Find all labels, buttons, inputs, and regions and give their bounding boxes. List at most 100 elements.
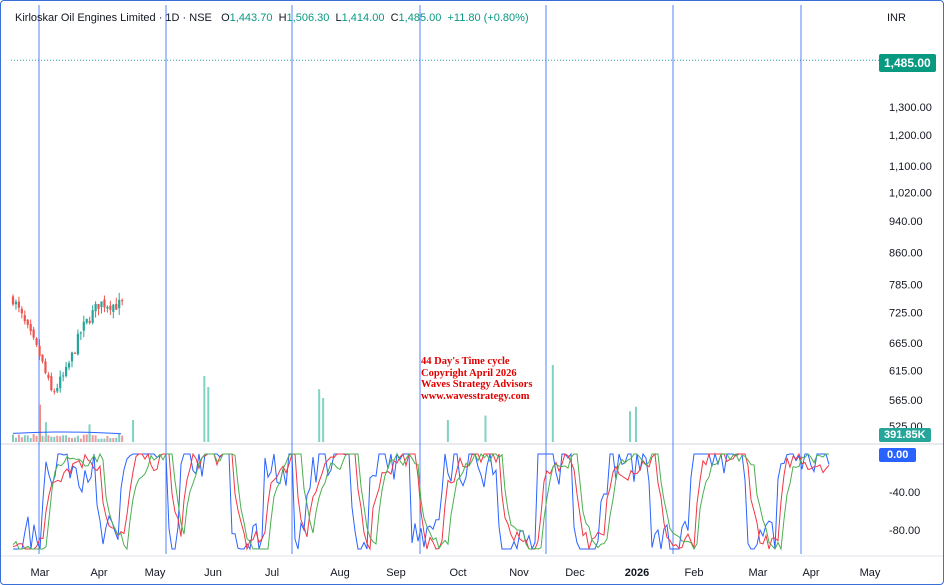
interval-label: 1D <box>165 12 180 24</box>
candle-body <box>79 332 82 334</box>
candle-body <box>121 300 124 302</box>
currency-button[interactable]: INR <box>887 12 906 24</box>
volume-bar <box>97 438 100 442</box>
time-tick-label: Nov <box>509 567 529 579</box>
osc-series-blue <box>13 452 830 551</box>
time-tick-label: Jul <box>265 567 279 579</box>
candle-body <box>29 323 32 332</box>
candle-body <box>91 310 94 323</box>
volume-spike <box>322 398 325 442</box>
candle-body <box>35 338 38 345</box>
volume-layer <box>12 365 637 442</box>
axes-layer: 1,300.00 1,200.00 1,100.00 1,020.00 940.00 86… <box>31 102 932 579</box>
volume-spike <box>39 404 41 442</box>
candle-body <box>47 374 50 378</box>
oscillator-tag: 0.00 <box>879 448 917 462</box>
volume-bar <box>85 434 88 442</box>
price-tick-label: 1,200.00 <box>889 130 932 142</box>
volume-bar <box>26 435 29 442</box>
volume-spike <box>88 424 91 442</box>
candle-body <box>11 296 15 305</box>
osc-tick-label: -40.00 <box>889 487 920 499</box>
candle-body <box>112 304 115 312</box>
change-value: +11.80 (+0.80%) <box>447 12 529 24</box>
time-tick-label: Aug <box>330 567 350 579</box>
grid-layer <box>1 59 943 557</box>
volume-spike <box>551 365 554 442</box>
volume-bar <box>100 438 103 442</box>
time-tick-label: Oct <box>449 567 466 579</box>
candle-body <box>109 305 112 310</box>
volume-bar <box>41 435 44 442</box>
volume-bar <box>12 434 14 442</box>
price-tick-label: 785.00 <box>889 279 923 291</box>
volume-bar <box>56 435 59 442</box>
volume-bar <box>29 438 32 442</box>
candle-body <box>103 299 106 308</box>
candle-body <box>67 363 71 368</box>
candle-body <box>100 301 103 308</box>
exchange-label: NSE <box>189 12 212 24</box>
time-cycle-annotation: 44 Day's Time cycle Copyright April 2026… <box>421 356 532 402</box>
volume-bar <box>20 437 23 442</box>
volume-bar <box>14 437 17 442</box>
candle-body <box>118 299 121 309</box>
volume-bar <box>32 434 35 442</box>
close-value: 1,485.00 <box>398 12 442 24</box>
volume-bar <box>109 438 112 442</box>
volume-bar <box>68 437 71 442</box>
osc-series-red <box>12 452 830 551</box>
volume-spike <box>484 415 487 442</box>
candle-body <box>88 320 91 323</box>
volume-spike <box>446 420 449 442</box>
volume-bar <box>94 435 97 442</box>
oscillator-layer <box>12 452 830 551</box>
open-value: 1,443.70 <box>229 12 273 24</box>
volume-spike <box>207 387 210 442</box>
candle-body <box>44 361 47 373</box>
volume-bar <box>73 437 76 442</box>
time-tick-label: 2026 <box>625 567 649 579</box>
candle-body <box>41 354 44 362</box>
volume-spike <box>132 420 135 442</box>
price-tick-label: 940.00 <box>889 216 923 228</box>
price-tick-label: 725.00 <box>889 307 923 319</box>
annotation-line-1: 44 Day's Time cycle <box>421 356 510 367</box>
volume-bar <box>17 434 20 442</box>
annotation-line-2: Copyright April 2026 <box>421 367 517 379</box>
volume-spike <box>203 376 206 442</box>
candle-body <box>53 391 56 393</box>
candle-body <box>14 301 18 305</box>
symbol-header[interactable]: Kirloskar Oil Engines Limited · 1D · NSE… <box>15 12 529 24</box>
price-tick-label: 1,100.00 <box>889 161 932 173</box>
high-value: 1,506.30 <box>286 12 330 24</box>
low-label: L <box>335 12 342 24</box>
price-tick-label: 1,300.00 <box>889 102 932 114</box>
time-tick-label: May <box>145 567 166 579</box>
candle-body <box>65 366 68 376</box>
candle-body <box>56 388 59 392</box>
price-tick-label: 860.00 <box>889 247 923 259</box>
low-value: 1,414.00 <box>341 12 385 24</box>
price-tick-label: 665.00 <box>889 338 923 350</box>
candle-body <box>26 319 29 325</box>
candle-body <box>38 345 41 357</box>
osc-tick-label: -80.00 <box>889 525 920 537</box>
osc-series-green <box>12 452 829 551</box>
volume-bar <box>35 435 38 442</box>
volume-bar <box>106 435 109 442</box>
volume-bar <box>79 438 82 442</box>
time-tick-label: Feb <box>685 567 704 579</box>
volume-bar <box>71 437 73 442</box>
volume-bar <box>65 435 68 442</box>
candle-body <box>85 318 88 323</box>
volume-bar <box>62 435 65 442</box>
volume-bar <box>50 436 53 442</box>
symbol-name: Kirloskar Oil Engines Limited <box>15 12 156 24</box>
volume-bar <box>118 434 121 442</box>
volume-spike <box>634 406 637 442</box>
candle-body <box>59 376 62 389</box>
candle-body <box>32 329 35 338</box>
